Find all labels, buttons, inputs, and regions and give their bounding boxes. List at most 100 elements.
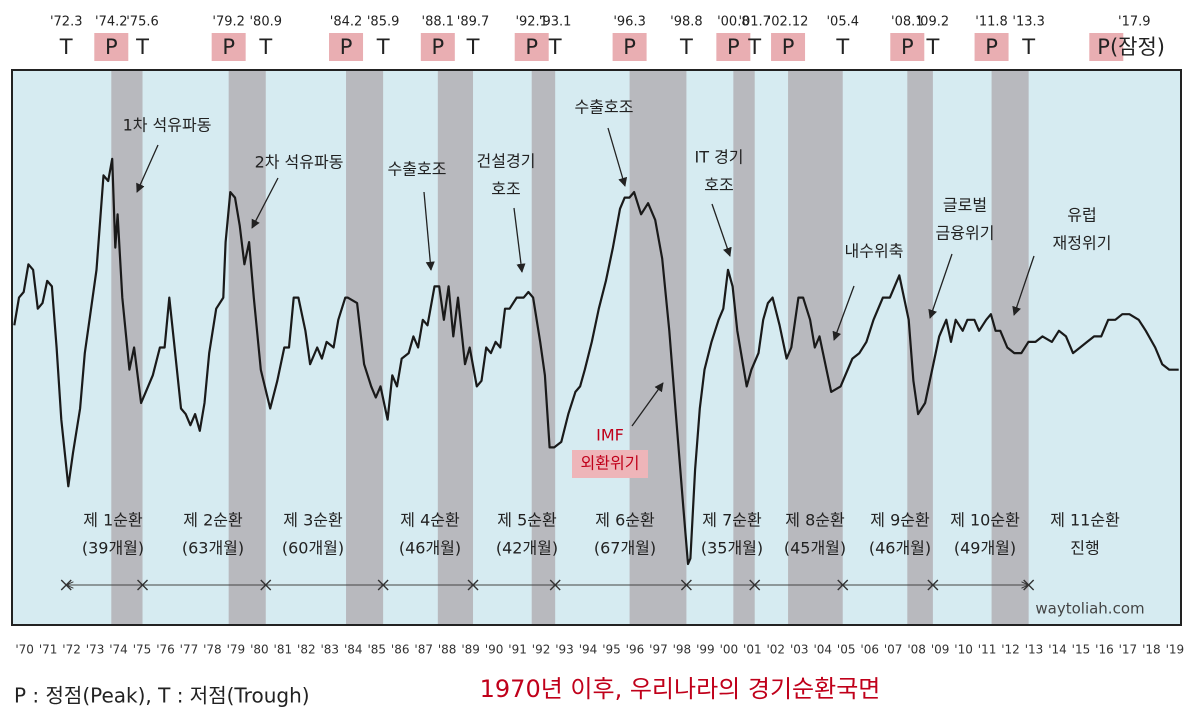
annotation: 1차 석유파동 <box>123 116 212 135</box>
cycle-name: 제 5순환 <box>497 511 557 530</box>
x-tick-label: '91 <box>508 643 527 657</box>
x-tick-label: '00 <box>720 643 739 657</box>
x-tick-label: '07 <box>884 643 903 657</box>
annotation-highlight <box>572 450 648 478</box>
peak-label: P <box>525 35 538 59</box>
series-line <box>13 157 1179 566</box>
peak-label: P <box>222 35 235 59</box>
contraction-band <box>531 70 556 625</box>
trough-label: T <box>258 35 272 59</box>
annotation-arrow <box>711 203 732 257</box>
peak-box <box>329 33 364 61</box>
x-tick-label: '01 <box>743 643 762 657</box>
x-tick-label: '77 <box>180 643 199 657</box>
peak-box <box>1089 33 1124 61</box>
x-tick-label: '15 <box>1072 643 1091 657</box>
x-tick-label: '72 <box>62 643 81 657</box>
annotation-arrow <box>423 191 435 271</box>
cycle-name: 제 11순환 <box>1050 511 1120 530</box>
x-tick-label: '10 <box>954 643 973 657</box>
cycle-duration: (46개월) <box>869 539 931 558</box>
contraction-band <box>629 70 687 625</box>
x-tick-label: '18 <box>1142 643 1161 657</box>
x-tick-label: '98 <box>673 643 692 657</box>
contraction-band <box>346 70 384 625</box>
x-tick-label: '19 <box>1166 643 1185 657</box>
x-tick-label: '71 <box>39 643 58 657</box>
peak-label: P(잠정) <box>1097 35 1165 59</box>
x-tick-label: '94 <box>579 643 598 657</box>
legend-note: P : 정점(Peak), T : 저점(Trough) <box>14 684 310 708</box>
annotation-arrow <box>1012 255 1035 316</box>
chart-title: 1970년 이후, 우리나라의 경기순환국면 <box>480 675 881 703</box>
turning-date: '98.8 <box>670 15 703 30</box>
cycle-name: 제 6순환 <box>595 511 655 530</box>
annotation: IMF <box>596 426 624 445</box>
annotation: 호조 <box>704 176 733 195</box>
turning-date: '84.2 <box>330 15 363 30</box>
cycle-name: 제 7순환 <box>702 511 762 530</box>
turning-date: '72.3 <box>50 15 83 30</box>
annotation-arrow <box>928 253 953 319</box>
annotation: 외환위기 <box>581 454 640 473</box>
peak-box <box>716 33 751 61</box>
x-tick-label: '88 <box>438 643 457 657</box>
x-tick-label: '87 <box>414 643 433 657</box>
contraction-band <box>437 70 474 625</box>
x-tick-label: '96 <box>626 643 645 657</box>
trough-label: T <box>466 35 480 59</box>
annotation-arrow <box>251 177 279 229</box>
x-tick-label: '93 <box>555 643 574 657</box>
x-tick-label: '02 <box>767 643 786 657</box>
x-tick-label: '82 <box>297 643 316 657</box>
cycle-duration: (49개월) <box>954 539 1016 558</box>
turning-date: '80.9 <box>249 15 282 30</box>
trough-cross <box>927 579 939 591</box>
trough-cross <box>260 579 272 591</box>
plot-background <box>12 70 1181 625</box>
x-tick-label: '09 <box>931 643 950 657</box>
turning-date: '08.1 <box>891 15 924 30</box>
x-tick-label: '06 <box>860 643 879 657</box>
x-tick-label: '81 <box>274 643 293 657</box>
x-tick-label: '73 <box>86 643 105 657</box>
turning-date: '01.7 <box>738 15 771 30</box>
peak-label: P <box>431 35 444 59</box>
turning-date: '75.6 <box>126 15 159 30</box>
cycle-name: 제 1순환 <box>83 511 143 530</box>
contraction-band <box>991 70 1029 625</box>
x-tick-label: '80 <box>250 643 269 657</box>
turning-date: '89.7 <box>457 15 490 30</box>
peak-box <box>974 33 1009 61</box>
trough-cross <box>60 579 72 591</box>
peak-box <box>211 33 246 61</box>
x-tick-label: '89 <box>461 643 480 657</box>
x-tick-label: '78 <box>203 643 222 657</box>
x-tick-label: '74 <box>109 643 128 657</box>
cycle-name: 제 9순환 <box>870 511 930 530</box>
cycle-name: 제 4순환 <box>400 511 460 530</box>
x-tick-label: '08 <box>907 643 926 657</box>
x-tick-label: '90 <box>485 643 504 657</box>
turning-date: '00.8 <box>717 15 750 30</box>
x-tick-label: '86 <box>391 643 410 657</box>
trough-label: T <box>548 35 562 59</box>
turning-date: '17.9 <box>1118 15 1151 30</box>
cycle-duration: (60개월) <box>282 539 344 558</box>
x-tick-label: '76 <box>156 643 175 657</box>
turning-date: '96.3 <box>613 15 646 30</box>
trough-label: T <box>1021 35 1035 59</box>
x-tick-label: '84 <box>344 643 363 657</box>
annotation: 건설경기 <box>477 152 536 171</box>
x-tick-label: '16 <box>1095 643 1114 657</box>
trough-label: T <box>59 35 73 59</box>
trough-cross <box>749 579 761 591</box>
annotation: 호조 <box>491 180 520 199</box>
annotation: 재정위기 <box>1053 234 1112 253</box>
x-tick-label: '92 <box>532 643 551 657</box>
trough-label: T <box>925 35 939 59</box>
turning-date: '85.9 <box>367 15 400 30</box>
trough-cross <box>1023 579 1035 591</box>
cycle-duration: (63개월) <box>182 539 244 558</box>
